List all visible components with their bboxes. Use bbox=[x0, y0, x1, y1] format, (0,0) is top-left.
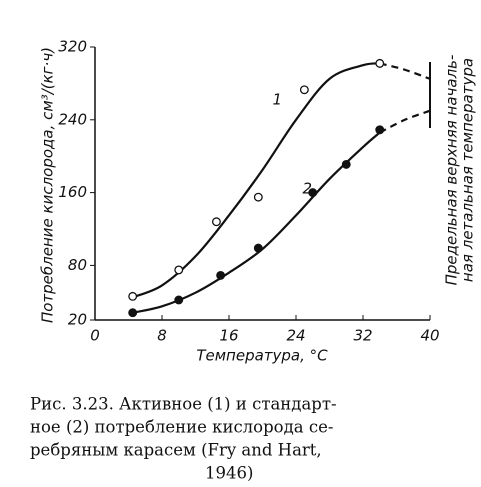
caption-line: Рис. 3.23. Активное (1) и стандарт- bbox=[30, 395, 337, 414]
x-axis-label: Температура, °C bbox=[196, 347, 328, 365]
x-tick-label: 40 bbox=[420, 327, 439, 345]
point bbox=[253, 243, 263, 253]
y-tick-label: 80 bbox=[68, 256, 87, 274]
y-tick-label: 320 bbox=[58, 38, 87, 56]
point bbox=[375, 125, 385, 135]
fit-line bbox=[132, 131, 381, 314]
fit-line bbox=[132, 62, 380, 299]
y-tick-label: 160 bbox=[58, 183, 87, 201]
x-tick-label: 32 bbox=[353, 327, 372, 345]
point bbox=[174, 295, 184, 305]
x-tick-label: 16 bbox=[219, 327, 238, 345]
caption: Рис. 3.23. Активное (1) и стандарт- ное … bbox=[30, 395, 337, 483]
side-label: ная летальная температура bbox=[459, 58, 477, 282]
side-label: Предельная верхняя началь- bbox=[443, 55, 461, 286]
fit-extension bbox=[379, 109, 431, 134]
point bbox=[308, 188, 318, 198]
x-tick-label: 24 bbox=[286, 327, 305, 345]
y-tick-label: 240 bbox=[58, 110, 87, 128]
fit-extension bbox=[379, 62, 431, 80]
y-axis-label: Потребление кислорода, см³/(кг·ч) bbox=[39, 47, 57, 323]
caption-line: 1946) bbox=[205, 464, 253, 483]
x-tick-label: 8 bbox=[157, 327, 167, 345]
caption-line: ребряным карасем (Fry and Hart, bbox=[30, 441, 322, 460]
point bbox=[128, 308, 138, 318]
point bbox=[174, 265, 184, 275]
curve-label: 1 bbox=[273, 90, 283, 108]
y-tick-label: 20 bbox=[68, 311, 87, 329]
point bbox=[375, 58, 385, 68]
x-tick-label: 0 bbox=[90, 327, 100, 345]
point bbox=[253, 192, 263, 202]
point bbox=[216, 270, 226, 280]
point bbox=[299, 85, 309, 95]
caption-line: ное (2) потребление кислорода се- bbox=[30, 418, 333, 437]
point bbox=[211, 217, 221, 227]
point bbox=[128, 291, 138, 301]
point bbox=[341, 159, 351, 169]
curve-label: 2 bbox=[303, 180, 313, 198]
